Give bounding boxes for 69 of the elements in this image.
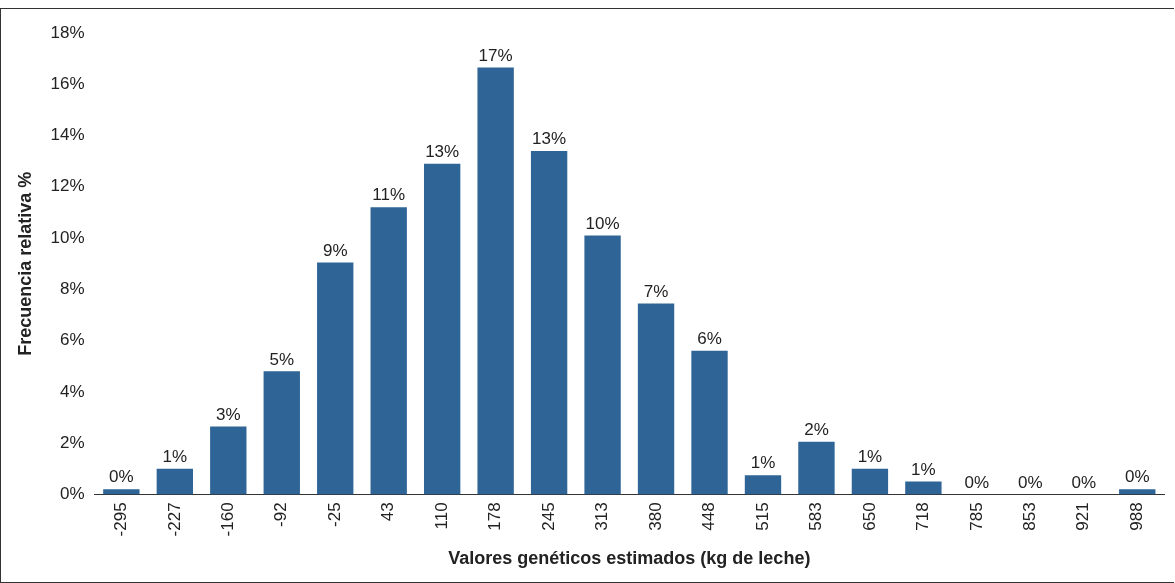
y-tick-label: 0%	[60, 484, 85, 504]
bar	[210, 426, 247, 495]
x-tick-label: -25	[324, 502, 344, 527]
x-tick-label: -92	[271, 502, 291, 527]
x-tick-label: -160	[217, 502, 237, 537]
data-label: 0%	[109, 467, 134, 487]
x-tick-label: 43	[378, 502, 398, 522]
bar	[263, 371, 300, 495]
data-label: 17%	[478, 45, 513, 65]
bar	[905, 481, 942, 495]
bar	[744, 475, 782, 495]
data-label: 10%	[585, 213, 620, 233]
y-tick-label: 4%	[60, 381, 85, 401]
x-tick-label: 583	[806, 502, 826, 531]
x-tick-label: 515	[752, 502, 772, 531]
data-label: 0%	[1071, 472, 1097, 492]
bar	[584, 235, 621, 495]
bar	[691, 350, 728, 495]
y-tick-label: 12%	[50, 176, 85, 196]
data-label: 2%	[804, 420, 829, 440]
data-label: 1%	[750, 453, 776, 473]
bar	[103, 489, 140, 495]
bar	[477, 67, 514, 495]
bar	[851, 468, 889, 495]
x-tick-label: 313	[592, 502, 612, 531]
data-label: 5%	[269, 349, 295, 369]
data-label: 13%	[532, 129, 567, 149]
data-label: 7%	[643, 281, 669, 301]
y-tick-label: 16%	[50, 73, 85, 93]
data-label: 11%	[372, 185, 406, 205]
bar	[637, 303, 675, 495]
bar	[156, 468, 194, 495]
bar	[530, 150, 568, 495]
x-tick-label: 921	[1073, 502, 1093, 531]
x-tick-label: 718	[913, 502, 933, 531]
x-tick-label: 178	[485, 502, 505, 531]
x-tick-label: 245	[538, 502, 558, 531]
x-tick-label: 988	[1126, 502, 1146, 531]
x-tick-label: -295	[111, 502, 131, 537]
x-tick-label: 785	[966, 502, 986, 531]
data-label: 0%	[1124, 467, 1150, 487]
y-tick-label: 8%	[60, 279, 85, 299]
x-tick-label: 448	[699, 502, 719, 531]
x-tick-label: 380	[645, 502, 665, 531]
x-axis-title: Valores genéticos estimados (kg de leche)	[448, 548, 811, 569]
bar	[423, 163, 461, 495]
x-tick-label: 650	[859, 502, 879, 531]
bar	[798, 441, 835, 495]
data-label: 0%	[1018, 472, 1043, 492]
bar	[370, 207, 407, 495]
y-tick-label: 10%	[50, 227, 85, 247]
data-label: 1%	[857, 446, 883, 466]
data-label: 1%	[911, 459, 936, 479]
data-label: 0%	[964, 472, 990, 492]
data-label: 9%	[322, 240, 348, 260]
y-tick-label: 2%	[60, 432, 85, 452]
bar	[1119, 489, 1156, 495]
y-tick-label: 14%	[50, 125, 85, 145]
y-tick-label: 6%	[60, 330, 85, 350]
data-label: 1%	[162, 446, 188, 466]
data-label: 13%	[425, 141, 460, 161]
y-axis-title: Frecuencia relativa %	[14, 171, 35, 356]
y-tick-label: 18%	[50, 22, 85, 42]
data-label: 6%	[697, 329, 722, 349]
bar	[317, 262, 354, 495]
x-tick-label: 110	[431, 502, 451, 530]
data-label: 3%	[216, 404, 241, 424]
x-tick-label: 853	[1020, 502, 1040, 531]
x-tick-label: -227	[164, 502, 184, 537]
